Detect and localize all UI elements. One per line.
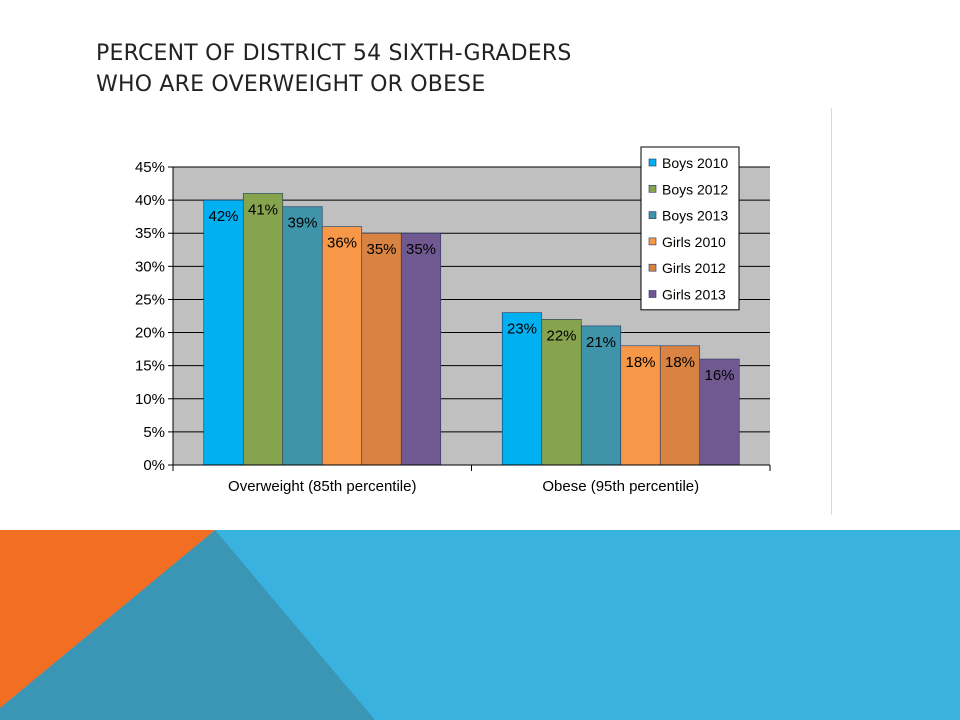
slide-title: PERCENT OF DISTRICT 54 SIXTH-GRADERS WHO… [96,38,856,100]
bar [541,319,582,466]
y-tick-label: 40% [135,192,165,209]
legend: Boys 2010 Boys 2012 Boys 2013 Girls 2010 Gir… [640,146,740,311]
bar [282,206,323,466]
data-label: 21% [586,334,616,351]
y-tick-label: 10% [135,391,165,408]
legend-swatch [648,158,657,167]
axes: 0% 5% 10% 15% 20% 25% 30% 35% 40% 45% Overweight (… [135,159,771,495]
legend-label: Girls 2010 [662,234,726,250]
divider-line [831,108,832,515]
data-label: 22% [546,327,576,344]
bar [580,325,622,466]
bar [242,193,284,466]
legend-label: Boys 2010 [662,155,728,171]
data-label: 42% [208,208,238,225]
bar [321,226,363,466]
data-label: 23% [507,321,537,338]
legend-label: Girls 2013 [662,287,726,303]
legend-swatch [648,263,657,272]
data-label: 16% [704,367,734,384]
y-tick-label: 35% [135,225,165,242]
legend-label: Girls 2012 [662,260,726,276]
bar [620,345,661,466]
bar-chart: 42% 41% 39% 36% 35% 35% 23% 22% 21% 18% 18% 16% 0% 5… [135,146,771,495]
legend-label: Boys 2012 [662,181,728,197]
footer-teal-triangle [0,530,375,720]
legend-swatch [648,211,657,219]
y-tick-label: 45% [135,159,165,176]
slide-title-line-1: PERCENT OF DISTRICT 54 SIXTH-GRADERS [96,41,572,66]
data-label: 41% [248,201,278,218]
bar [400,232,442,466]
y-tick-label: 20% [135,325,165,342]
footer-orange-triangle [0,530,215,708]
legend-swatch [648,290,657,298]
bar [659,345,701,466]
legend-swatch [648,237,657,246]
x-category-label: Obese (95th percentile) [542,478,699,495]
slide-title-line-2: WHO ARE OVERWEIGHT OR OBESE [96,72,486,97]
y-tick-label: 0% [143,457,165,474]
bar [361,232,402,466]
x-category-label: Overweight (85th percentile) [228,478,416,495]
y-tick-label: 5% [143,424,165,441]
footer-decoration [0,530,960,720]
data-label: 18% [665,354,695,371]
data-label: 35% [366,241,396,258]
y-tick-label: 30% [135,258,165,275]
y-tick-label: 15% [135,358,165,375]
data-label: 18% [625,354,655,371]
data-label: 35% [406,241,436,258]
legend-box [640,146,740,311]
data-labels: 42% 41% 39% 36% 35% 35% 23% 22% 21% 18% 18% 16% [208,201,734,384]
bars [203,193,740,466]
legend-swatch [648,185,657,193]
bar [501,312,543,466]
data-label: 36% [327,235,357,252]
data-label: 39% [287,215,317,232]
bar [203,199,244,466]
legend-label: Boys 2013 [662,208,728,224]
y-tick-label: 25% [135,291,165,308]
